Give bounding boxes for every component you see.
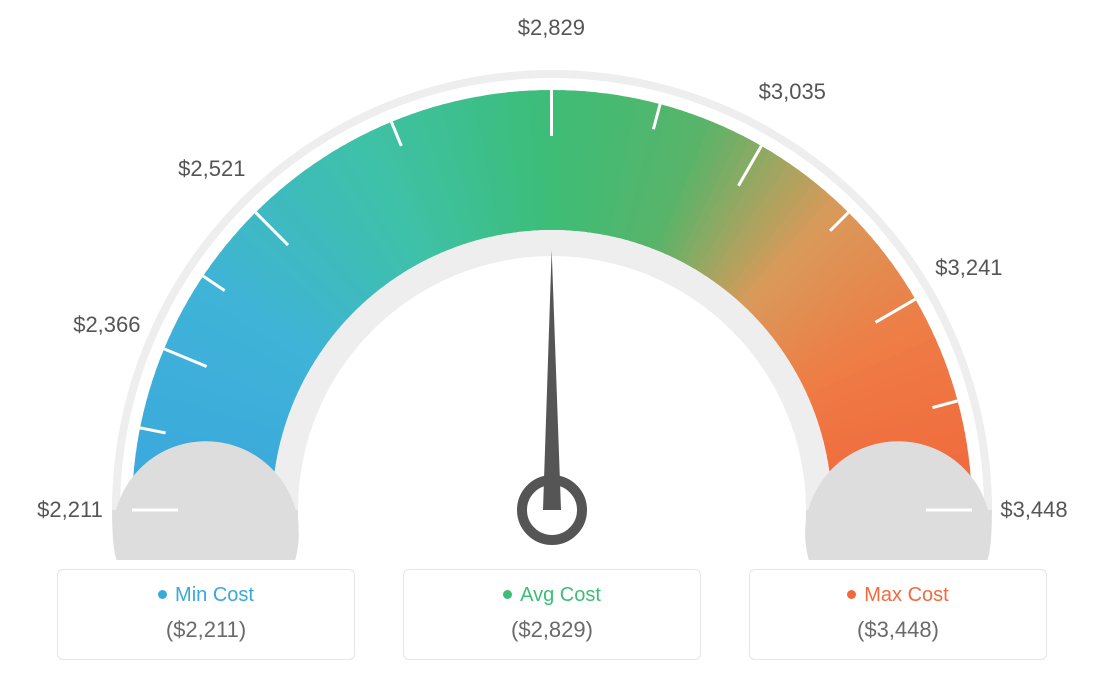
gauge-tick-label: $2,521 [178,156,245,182]
dot-icon [847,590,856,599]
legend-avg-card: Avg Cost ($2,829) [403,569,701,660]
cost-gauge-chart: $2,211 $2,366 $2,521 $2,829 $3,035 $3,241 $3,4… [0,0,1104,560]
gauge-tick-label: $2,366 [73,312,140,338]
legend-min-value: ($2,211) [58,617,354,643]
legend-avg-label: Avg Cost [520,584,601,606]
legend-min-label: Min Cost [175,584,254,606]
gauge-tick-label: $3,241 [935,255,1002,281]
dot-icon [503,590,512,599]
legend-max-title: Max Cost [750,584,1046,607]
legend-max-card: Max Cost ($3,448) [749,569,1047,660]
gauge-tick-label: $2,829 [518,15,585,41]
legend-avg-value: ($2,829) [404,617,700,643]
dot-icon [158,590,167,599]
gauge-tick-label: $2,211 [37,497,103,523]
legend-avg-title: Avg Cost [404,584,700,607]
legend-max-label: Max Cost [864,584,948,606]
legend-min-card: Min Cost ($2,211) [57,569,355,660]
legend-row: Min Cost ($2,211) Avg Cost ($2,829) Max … [0,569,1104,660]
gauge-tick-label: $3,035 [759,79,826,105]
gauge-tick-label: $3,448 [1000,497,1067,523]
legend-min-title: Min Cost [58,584,354,607]
legend-max-value: ($3,448) [750,617,1046,643]
